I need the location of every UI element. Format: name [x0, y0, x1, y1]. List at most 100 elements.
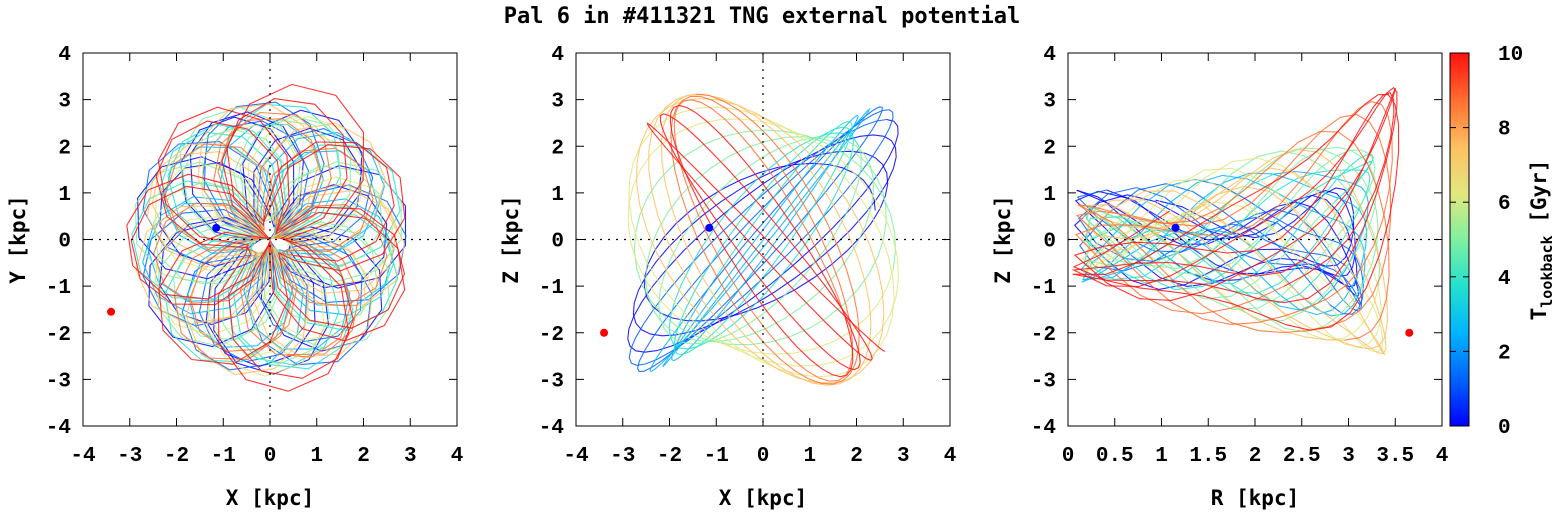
y-tick-label: 4 — [551, 44, 564, 67]
figure-title: Pal 6 in #411321 TNG external potential — [504, 4, 1021, 29]
y-tick-label: 0 — [551, 231, 564, 254]
y-tick-label: 3 — [58, 91, 71, 114]
orbit-segment — [1085, 154, 1374, 291]
y-tick-label: 4 — [58, 44, 71, 67]
y-tick-label: 3 — [1043, 91, 1056, 114]
orbit-segment — [649, 107, 871, 373]
orbit-segment — [176, 109, 363, 375]
x-tick-label: 1.5 — [1189, 445, 1227, 468]
panels: -4 -3 -2 -1 0 1 2 3 4 -4 -3 -2 -1 0 1 2 3 4 X [kpc] Y [kpc]… — [6, 44, 1448, 510]
x-tick-label: 3 — [404, 445, 417, 468]
orbit-segment — [153, 127, 379, 365]
colorbar-tick-label: 8 — [1498, 119, 1511, 142]
orbit-segment — [154, 124, 394, 340]
orbit-segment — [1072, 94, 1400, 331]
x-tick-label: 3 — [1342, 445, 1355, 468]
orbit-traces — [627, 93, 900, 386]
orbit-segment — [157, 83, 366, 392]
orbit-segment — [163, 123, 351, 350]
orbit-segment — [635, 134, 897, 337]
orbit-segment — [645, 136, 887, 346]
x-tick-label: 3 — [897, 445, 910, 468]
orbit-traces — [1071, 86, 1400, 356]
x-tick-label: 0 — [757, 445, 770, 468]
colorbar-gradient — [1449, 52, 1470, 427]
orbit-segment — [1075, 113, 1392, 328]
y-tick-label: 4 — [1043, 44, 1056, 67]
x-tick-label: 1 — [310, 445, 323, 468]
orbit-segment — [645, 136, 874, 343]
orbit-segment — [646, 122, 886, 352]
y-tick-label: -2 — [46, 324, 71, 347]
orbit-segment — [628, 118, 887, 366]
orbit-segment — [173, 111, 353, 361]
y-tick-label: 1 — [1043, 184, 1056, 207]
y-tick-label: 0 — [1043, 231, 1056, 254]
x-tick-label: 2 — [357, 445, 370, 468]
colorbar-label-main: T — [1527, 308, 1551, 321]
orbit-segment — [130, 128, 406, 329]
present-position-marker — [212, 223, 221, 232]
orbit-segment — [627, 118, 894, 355]
x-tick-label: 2 — [850, 445, 863, 468]
orbit-segment — [1086, 146, 1377, 311]
colorbar-tick-label: 10 — [1498, 44, 1523, 67]
y-tick-label: 1 — [58, 184, 71, 207]
orbit-segment — [131, 104, 401, 363]
colorbar: 0 2 4 6 8 10 Tlookback [Gyr] — [1449, 44, 1553, 440]
y-tick-label: 1 — [551, 184, 564, 207]
orbit-traces — [126, 83, 407, 392]
y-tick-label: -3 — [539, 370, 564, 393]
colorbar-label-sub: lookback — [1538, 235, 1553, 307]
x-tick-label: 0 — [264, 445, 277, 468]
orbit-segment — [669, 104, 854, 378]
colorbar-label-unit: [Gyr] — [1527, 160, 1551, 236]
x-tick-label: 1 — [803, 445, 816, 468]
y-axis-label: Z [kpc] — [991, 195, 1015, 284]
x-tick-label: -4 — [70, 445, 95, 468]
x-tick-label: 2 — [1249, 445, 1262, 468]
x-tick-label: -3 — [610, 445, 635, 468]
present-position-marker — [705, 223, 714, 232]
orbit-segment — [1075, 101, 1393, 315]
orbit-segment — [1077, 130, 1390, 341]
y-tick-label: 2 — [1043, 137, 1056, 160]
y-tick-label: -3 — [1031, 370, 1056, 393]
y-tick-label: -2 — [539, 324, 564, 347]
orbit-segment — [633, 129, 897, 346]
x-tick-label: -1 — [704, 445, 729, 468]
x-tick-label: -4 — [563, 445, 588, 468]
orbit-segment — [658, 146, 862, 345]
orbit-segment — [153, 115, 365, 377]
y-tick-label: -1 — [46, 277, 71, 300]
x-tick-label: -2 — [164, 445, 189, 468]
x-tick-label: 3.5 — [1376, 445, 1414, 468]
earliest-position-marker — [107, 307, 116, 316]
present-position-marker — [1171, 223, 1180, 232]
orbit-segment — [673, 126, 854, 356]
y-axis-label: Z [kpc] — [499, 195, 523, 284]
x-tick-label: 0 — [1062, 445, 1075, 468]
x-tick-label: 1 — [1155, 445, 1168, 468]
orbit-segment — [1080, 185, 1386, 356]
x-tick-label: -2 — [657, 445, 682, 468]
orbit-segment — [135, 143, 406, 356]
x-axis-label: R [kpc] — [1211, 486, 1300, 510]
y-tick-label: -1 — [1031, 277, 1056, 300]
y-tick-label: -4 — [1031, 417, 1056, 440]
orbit-segment — [640, 106, 895, 378]
orbit-segment — [1083, 169, 1371, 304]
orbit-segment — [1081, 179, 1384, 353]
y-tick-label: 0 — [58, 231, 71, 254]
orbit-segment — [185, 103, 386, 376]
orbit-segment — [648, 94, 861, 384]
y-axis-label: Y [kpc] — [6, 195, 30, 284]
orbit-segment — [1087, 149, 1376, 300]
colorbar-label: Tlookback [Gyr] — [1527, 160, 1553, 321]
x-tick-label: -1 — [211, 445, 236, 468]
orbit-segment — [659, 113, 873, 361]
orbit-segment — [1077, 148, 1389, 350]
x-tick-label: 4 — [1436, 445, 1449, 468]
